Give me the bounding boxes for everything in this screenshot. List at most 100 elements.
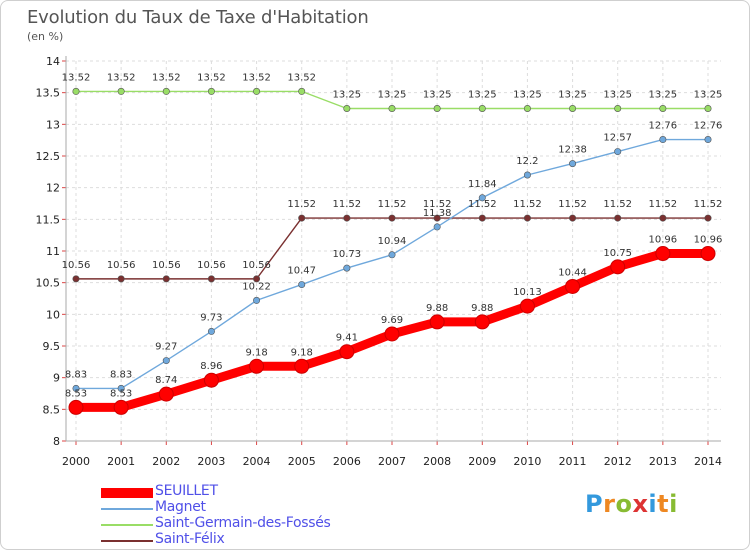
data-point-seuillet — [655, 246, 671, 262]
x-tick-label: 2006 — [333, 455, 361, 468]
data-point-magnet — [659, 136, 667, 144]
data-point-magnet — [162, 357, 170, 365]
data-label-saint-felix: 11.52 — [649, 199, 678, 210]
data-label-seuillet: 9.69 — [381, 315, 403, 326]
data-label-magnet: 10.22 — [242, 281, 271, 292]
x-tick-label: 2001 — [107, 455, 135, 468]
data-label-magnet: 12.76 — [694, 121, 723, 132]
data-point-seuillet — [474, 314, 490, 330]
logo-letter-5: i — [648, 490, 658, 518]
y-tick-label: 9 — [53, 372, 60, 385]
data-point-seuillet — [158, 386, 174, 402]
data-point-saint-felix — [207, 275, 215, 283]
legend-label-saint-felix: Saint-Félix — [155, 531, 225, 547]
logo-letter-3: o — [615, 490, 633, 518]
data-point-magnet — [253, 296, 261, 304]
data-point-saint-germain — [433, 105, 441, 113]
data-label-magnet: 12.57 — [603, 133, 632, 144]
legend-swatch-magnet — [101, 508, 153, 510]
data-point-seuillet — [610, 259, 626, 275]
data-point-saint-felix — [523, 214, 531, 222]
data-label-seuillet: 8.96 — [200, 361, 222, 372]
x-tick-label: 2003 — [197, 455, 225, 468]
data-label-magnet: 9.27 — [155, 342, 177, 353]
y-tick-label: 8.5 — [43, 403, 61, 416]
y-tick-label: 10.5 — [36, 277, 61, 290]
data-point-seuillet — [68, 399, 84, 415]
data-point-magnet — [478, 194, 486, 202]
data-label-saint-felix: 10.56 — [62, 260, 91, 271]
data-label-magnet: 10.73 — [333, 249, 362, 260]
data-point-saint-germain — [162, 87, 170, 95]
x-tick-label: 2008 — [423, 455, 451, 468]
data-point-seuillet — [294, 358, 310, 374]
data-label-saint-germain: 13.52 — [107, 72, 136, 83]
data-label-saint-germain: 13.25 — [558, 90, 587, 101]
data-label-magnet: 10.47 — [287, 266, 316, 277]
data-point-saint-felix — [704, 214, 712, 222]
data-label-seuillet: 10.75 — [603, 248, 632, 259]
data-label-seuillet: 10.96 — [694, 235, 723, 246]
logo-letter-7: i — [669, 490, 678, 518]
data-point-saint-felix — [117, 275, 125, 283]
data-point-saint-felix — [253, 275, 261, 283]
proxiti-logo: Proxiti — [585, 490, 678, 518]
x-tick-label: 2014 — [694, 455, 722, 468]
data-label-seuillet: 9.18 — [291, 347, 313, 358]
data-point-magnet — [117, 384, 125, 392]
y-tick-label: 10 — [46, 308, 60, 321]
chart-subtitle: (en %) — [27, 30, 64, 43]
data-point-seuillet — [565, 278, 581, 294]
data-label-magnet: 12.38 — [558, 145, 587, 156]
legend-swatch-saint-germain — [101, 524, 153, 526]
data-point-saint-germain — [569, 105, 577, 113]
y-tick-label: 8 — [53, 435, 60, 448]
data-label-magnet: 9.73 — [200, 312, 222, 323]
logo-letter-4: x — [632, 490, 649, 518]
data-point-saint-felix — [298, 214, 306, 222]
data-label-seuillet: 8.53 — [110, 388, 132, 399]
data-point-saint-germain — [298, 87, 306, 95]
data-label-saint-felix: 11.52 — [333, 199, 362, 210]
data-point-seuillet — [203, 372, 219, 388]
data-point-saint-felix — [433, 214, 441, 222]
data-point-magnet — [614, 148, 622, 156]
x-tick-label: 2013 — [649, 455, 677, 468]
data-point-saint-germain — [614, 105, 622, 113]
data-point-saint-germain — [343, 105, 351, 113]
data-label-seuillet: 8.53 — [65, 388, 87, 399]
data-point-magnet — [433, 223, 441, 231]
data-point-saint-felix — [343, 214, 351, 222]
logo-letter-1: P — [585, 490, 604, 518]
data-label-saint-germain: 13.25 — [694, 90, 723, 101]
y-tick-label: 11.5 — [36, 213, 61, 226]
data-label-seuillet: 10.44 — [558, 267, 587, 278]
y-tick-label: 11 — [46, 245, 60, 258]
data-point-saint-felix — [162, 275, 170, 283]
x-tick-label: 2009 — [468, 455, 496, 468]
data-label-saint-germain: 13.52 — [197, 72, 226, 83]
chart-title: Evolution du Taux de Taxe d'Habitation — [27, 7, 369, 28]
data-label-seuillet: 9.88 — [426, 303, 448, 314]
data-point-seuillet — [384, 326, 400, 342]
data-label-saint-felix: 11.52 — [468, 199, 497, 210]
legend-swatch-seuillet — [101, 488, 153, 498]
data-point-saint-felix — [388, 214, 396, 222]
data-point-saint-felix — [659, 214, 667, 222]
x-tick-label: 2010 — [513, 455, 541, 468]
data-label-saint-germain: 13.25 — [649, 90, 678, 101]
data-point-magnet — [343, 264, 351, 272]
data-label-saint-felix: 11.52 — [558, 199, 587, 210]
data-point-saint-germain — [253, 87, 261, 95]
data-label-seuillet: 10.96 — [649, 235, 678, 246]
data-label-saint-felix: 11.52 — [378, 199, 407, 210]
data-label-magnet: 10.94 — [378, 236, 407, 247]
legend-swatch-saint-felix — [101, 540, 153, 542]
data-label-magnet: 11.84 — [468, 179, 497, 190]
data-point-saint-germain — [704, 105, 712, 113]
data-label-magnet: 11.38 — [423, 208, 452, 219]
data-point-saint-germain — [207, 87, 215, 95]
data-point-saint-germain — [388, 105, 396, 113]
data-label-saint-germain: 13.25 — [378, 90, 407, 101]
